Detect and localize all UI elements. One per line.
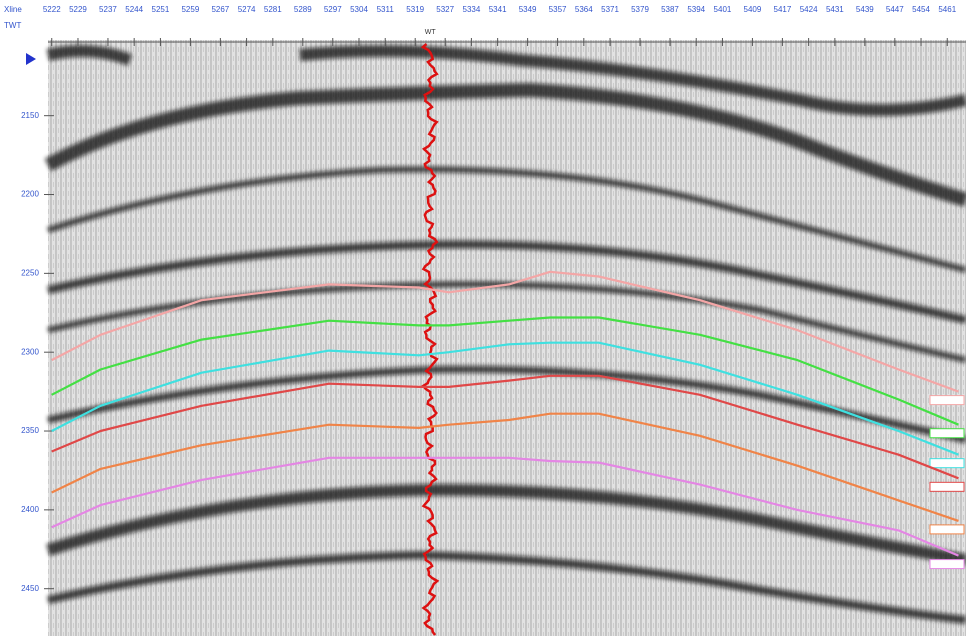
y-axis-label: TWT [4,21,21,30]
horizon-tag [929,559,965,570]
x-tick-label: 5431 [826,5,844,14]
x-tick-label: 5274 [238,5,256,14]
x-tick-label: 5447 [886,5,904,14]
y-tick-label: 2150 [21,111,39,120]
x-axis-label: Xline [4,5,22,14]
x-tick-label: 5341 [489,5,507,14]
x-tick-label: 5371 [601,5,619,14]
y-tick-label: 2200 [21,190,39,199]
x-tick-label: 5244 [125,5,143,14]
horizon [51,341,959,456]
x-tick-label: 5259 [181,5,199,14]
x-tick-label: 5237 [99,5,117,14]
y-tick-label: 2400 [21,505,39,514]
reflectors [44,45,966,624]
x-tick-label: 5327 [436,5,454,14]
horizon-tag [929,428,965,439]
x-tick-label: 5364 [575,5,593,14]
x-tick-label: 5424 [800,5,818,14]
x-tick-label: 5394 [687,5,705,14]
x-tick-label: 5267 [211,5,229,14]
horizon [51,374,959,480]
x-tick-label: 5281 [264,5,282,14]
x-tick-label: 5251 [152,5,170,14]
x-tick-label: 5222 [43,5,61,14]
x-tick-label: 5417 [774,5,792,14]
marker-triangle [26,53,36,65]
x-tick-label: 5297 [324,5,342,14]
x-tick-label: 5387 [661,5,679,14]
y-tick-label: 2350 [21,426,39,435]
x-tick-label: 5409 [744,5,762,14]
horizon [51,316,959,426]
well-label: WT [425,29,437,36]
x-tick-label: 5401 [714,5,732,14]
x-tick-label: 5229 [69,5,87,14]
horizon-tag [929,524,965,535]
x-tick-label: 5334 [463,5,481,14]
x-tick-label: 5319 [406,5,424,14]
horizon [51,270,959,393]
x-tick-label: 5357 [549,5,567,14]
x-tick-label: 5454 [912,5,930,14]
x-tick-label: 5304 [350,5,368,14]
horizon [51,456,959,557]
horizon-tag [929,481,965,492]
x-tick-label: 5289 [294,5,312,14]
x-tick-label: 5439 [856,5,874,14]
horizon [51,412,959,522]
seismic-background [48,40,966,636]
x-tick-label: 5311 [377,5,395,14]
horizon-tag [929,458,965,469]
horizon-tag [929,395,965,406]
x-tick-label: 5461 [938,5,956,14]
y-tick-label: 2300 [21,347,39,356]
x-tick-label: 5379 [631,5,649,14]
x-tick-label: 5349 [519,5,537,14]
well-log [420,43,440,636]
y-tick-label: 2450 [21,584,39,593]
y-tick-label: 2250 [21,268,39,277]
